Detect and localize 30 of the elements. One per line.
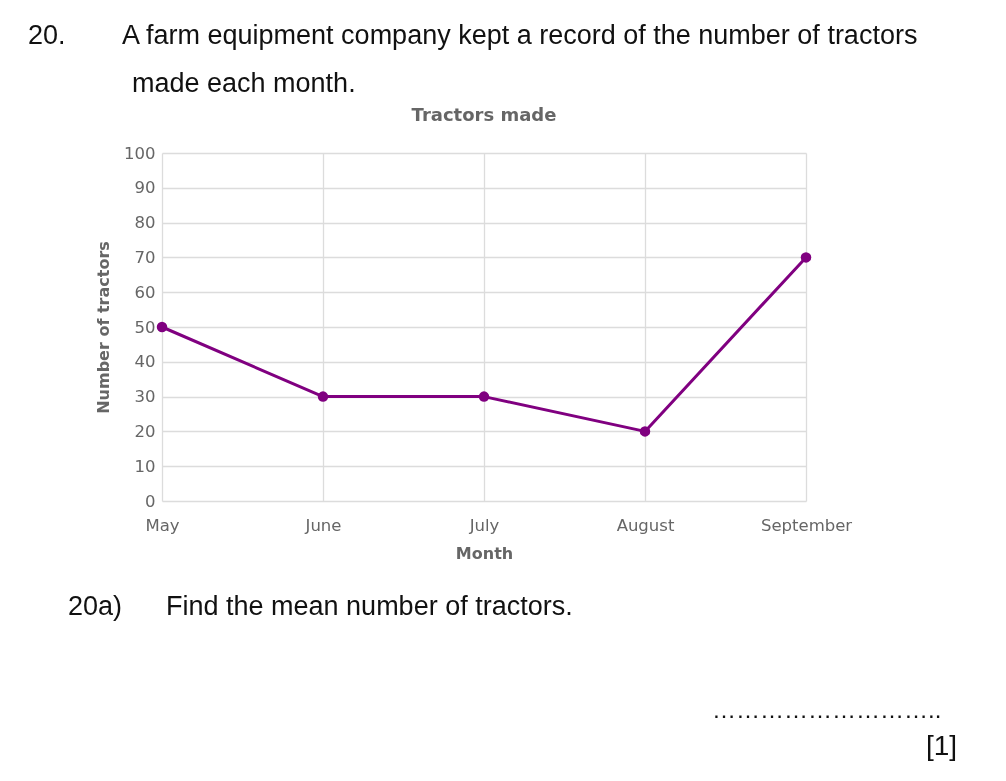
y-tick-label: 20 [134,421,156,441]
point [156,321,168,333]
text: A farm equipment company kept a record of the number of tractors made each month. [122,20,918,98]
x-tick-label: May [145,515,180,535]
y-tick-label: 0 [145,491,156,511]
text: Find the mean number of tractors. [166,590,573,623]
text: 20. [28,19,66,52]
point [800,252,812,263]
x-tick-label: September [760,515,853,535]
y-tick-label: 50 [134,317,156,337]
text: [1] [926,729,958,763]
y-tick-label: 100 [124,143,156,163]
x-tick-label: July [468,515,500,535]
x-tick-label: August [616,515,675,535]
point [317,391,329,402]
y-axis-title: Number of tractors [94,241,114,414]
text: ……………………….. [712,696,942,723]
x-tick-label: June [304,515,342,535]
y-tick-label: 90 [134,178,156,198]
y-tick-label: 60 [134,282,156,302]
point [478,391,490,402]
chart-title: Tractors made [411,104,557,125]
y-tick-label: 40 [134,352,156,372]
x-axis-title: Month [455,544,514,563]
y-tick-label: 80 [134,213,156,233]
y-tick-label: 30 [134,387,156,407]
y-tick-label: 10 [134,456,156,476]
text: 20a) [68,590,123,623]
point [639,426,651,437]
y-tick-label: 70 [134,247,156,267]
